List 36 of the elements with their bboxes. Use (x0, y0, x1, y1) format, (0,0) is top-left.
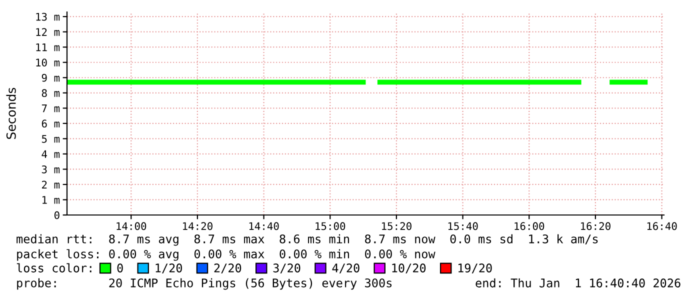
legend-label: 19/20 (458, 264, 492, 274)
y-tick-label: 2 m (42, 180, 60, 188)
x-tick-label: 15:40 (448, 222, 478, 230)
y-tick-label: 5 m (42, 135, 60, 143)
y-tick-label: 11 m (36, 43, 60, 52)
y-tick-label: 12 m (36, 28, 60, 36)
y-tick-label: 8 m (42, 89, 60, 98)
y-tick-label: 10 m (36, 58, 60, 66)
x-tick-label: 15:00 (316, 222, 346, 230)
y-tick-label: 6 m (42, 120, 60, 128)
y-tick-label: 13 m (36, 12, 60, 21)
y-tick-label: 3 m (42, 165, 60, 174)
y-tick-label: 4 m (42, 150, 60, 158)
x-tick-label: 14:00 (116, 222, 146, 230)
legend-label: 10/20 (392, 264, 426, 274)
y-tick-label: 9 m (42, 74, 60, 82)
text: median rtt: 8.7 ms avg 8.7 ms max 8.6 ms min 8.7 ms now 0.0 ms sd 1.3 k am/s (16, 234, 598, 246)
legend-title: loss color: (16, 263, 92, 272)
legend-label: 0 (117, 264, 123, 272)
x-tick-label: 16:00 (514, 222, 544, 230)
x-tick-label: 15:20 (382, 222, 412, 230)
legend-label: 3/20 (273, 264, 300, 274)
y-tick-label: 0 (54, 211, 60, 220)
legend-label: 2/20 (214, 264, 242, 274)
legend-label: 1/20 (156, 264, 182, 274)
x-tick-label: 14:20 (183, 222, 212, 230)
y-axis-title: Seconds (6, 88, 16, 139)
y-tick-label: 1 m (42, 196, 60, 204)
text: packet loss: 0.00 % avg 0.00 % max 0.00 % min 0.00 % now (17, 249, 436, 261)
legend-label: 4/20 (332, 264, 360, 274)
x-tick-label: 14:40 (249, 222, 279, 230)
text: probe: 20 ICMP Echo Pings (56 Bytes) every 300s (17, 278, 392, 290)
x-tick-label: 16:40 (647, 222, 677, 230)
x-tick-label: 16:20 (581, 222, 610, 230)
y-tick-label: 7 m (42, 104, 60, 112)
text: end: Thu Jan 1 16:40:40 2026 (476, 278, 680, 288)
